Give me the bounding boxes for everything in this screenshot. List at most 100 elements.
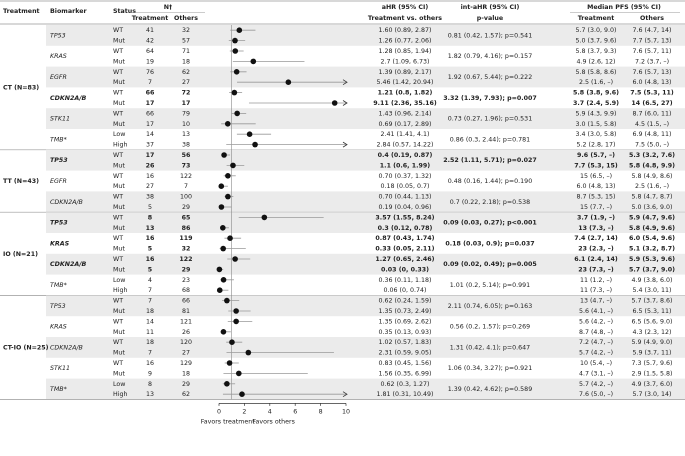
int-ahr: 1.01 (0.2, 5.14); p=0.991 [450,282,530,289]
pfs-treatment: 7.7 (5.3, 15) [574,162,618,169]
pfs-treatment: 3.0 (1.5, 5.8) [576,121,617,128]
treatment-group: CT (N=83) [3,84,39,91]
n-treatment: 13 [146,225,155,232]
n-others: 27 [182,350,190,357]
n-others: 66 [182,298,190,305]
pfs-others: 4.5 (1.5, –) [635,121,669,128]
ahr: 2.31 (0.59, 9.05) [379,350,432,357]
header: int-aHR (95% CI) [461,4,520,11]
ahr: 2.7 (1.09, 6.73) [381,58,430,65]
n-treatment: 7 [148,287,152,294]
biomarker: TP53 [50,157,68,164]
ci-arrow [342,391,348,398]
hr-point [231,89,238,96]
n-others: 56 [182,152,191,159]
n-treatment: 11 [146,329,154,336]
n-treatment: 7 [148,79,152,86]
biomarker: CDKN2A/B [50,95,87,102]
status: WT [113,110,123,117]
header: p-value [477,15,503,22]
n-treatment: 16 [146,360,154,367]
n-treatment: 16 [146,173,154,180]
int-ahr: 0.73 (0.27, 1.96); p=0.531 [448,116,532,123]
hr-point [232,48,239,54]
hr-point [233,318,239,325]
n-others: 26 [182,329,190,336]
ahr: 1.02 (0.57, 1.83) [379,339,432,346]
hr-point [233,69,240,75]
status: Mut [113,79,125,86]
hr-point [225,193,231,200]
biomarker: TP53 [50,303,66,310]
ci-arrow [342,141,348,148]
hr-point [220,329,227,335]
n-others: 62 [182,391,190,398]
ahr: 5.46 (1.42, 20.94) [377,79,434,86]
pfs-others: 8.7 (6.0, 11) [633,110,672,117]
pfs-treatment: 5.8 (5.8, 8.6) [576,69,617,76]
pfs-others: 5.8 (4.9, 9.6) [629,225,675,232]
pfs-treatment: 6.0 (4.8, 13) [577,183,616,190]
hr-point [236,27,243,33]
pfs-treatment: 11 (7.3, –) [580,287,612,294]
ahr: 0.06 (0, 0.74) [384,287,427,294]
header: Others [640,15,664,22]
n-treatment: 5 [148,246,152,253]
ahr: 0.36 (0.11, 1.18) [379,277,432,284]
status: Low [113,131,125,138]
n-treatment: 66 [146,110,154,117]
biomarker: KRAS [50,324,67,331]
pfs-treatment: 23 (7.3, –) [578,266,614,273]
row-shade [46,191,685,213]
pfs-treatment: 5.6 (4.1, –) [579,308,613,315]
n-others: 57 [182,38,190,45]
pfs-others: 6.5 (5.6, 9.0) [632,318,673,325]
n-treatment: 5 [148,204,152,211]
ahr: 1.60 (0.89, 2.87) [379,27,432,34]
n-treatment: 8 [148,214,152,221]
pfs-others: 7.6 (5.7, 11) [633,48,672,55]
ahr: 0.03 (0, 0.33) [381,266,429,273]
hr-point [218,183,225,189]
pfs-others: 5.7 (3.7, 9.0) [629,266,675,273]
biomarker: TMB* [50,386,67,393]
status: Mut [113,38,125,45]
ahr: 1.81 (0.31, 10.49) [377,391,434,398]
hr-point [331,100,338,106]
pfs-others: 5.9 (4.9, 9.0) [632,339,673,346]
row-shade [46,149,685,171]
n-others: 121 [180,318,192,325]
hr-point [252,141,258,148]
pfs-treatment: 5.0 (3.7, 9.6) [576,38,617,45]
pfs-others: 5.9 (3.7, 11) [633,350,672,357]
hr-point [224,121,231,127]
int-ahr: 0.09 (0.02, 0.49); p=0.005 [443,261,537,268]
row-shade [46,66,685,88]
row-shade [46,337,685,358]
status: Low [113,381,125,388]
int-ahr: 1.39 (0.42, 4.62); p=0.589 [448,386,532,393]
n-treatment: 19 [146,58,154,65]
pfs-others: 2.5 (1.6, –) [635,183,669,190]
pfs-others: 4.3 (2.3, 12) [633,329,672,336]
hr-point [232,37,238,44]
n-others: 71 [182,48,190,55]
header: Treatment [132,15,169,22]
n-treatment: 37 [146,142,154,149]
pfs-others: 7.7 (5.7, 13) [633,38,672,45]
pfs-treatment: 5.7 (3.0, 9.0) [576,27,617,34]
n-others: 68 [182,287,190,294]
n-others: 18 [182,370,190,377]
status: WT [113,214,123,221]
pfs-treatment: 5.9 (4.3, 9.9) [576,110,617,117]
status: Mut [113,329,125,336]
x-tick-label: 8 [319,408,323,415]
pfs-others: 5.8 (4.8, 9.9) [629,162,675,169]
status: WT [113,152,123,159]
ahr: 1.28 (0.85, 1.94) [379,48,432,55]
ahr: 2.84 (0.57, 14.22) [377,142,434,149]
n-treatment: 41 [146,27,154,34]
n-others: 10 [182,121,190,128]
hr-point [261,214,268,221]
